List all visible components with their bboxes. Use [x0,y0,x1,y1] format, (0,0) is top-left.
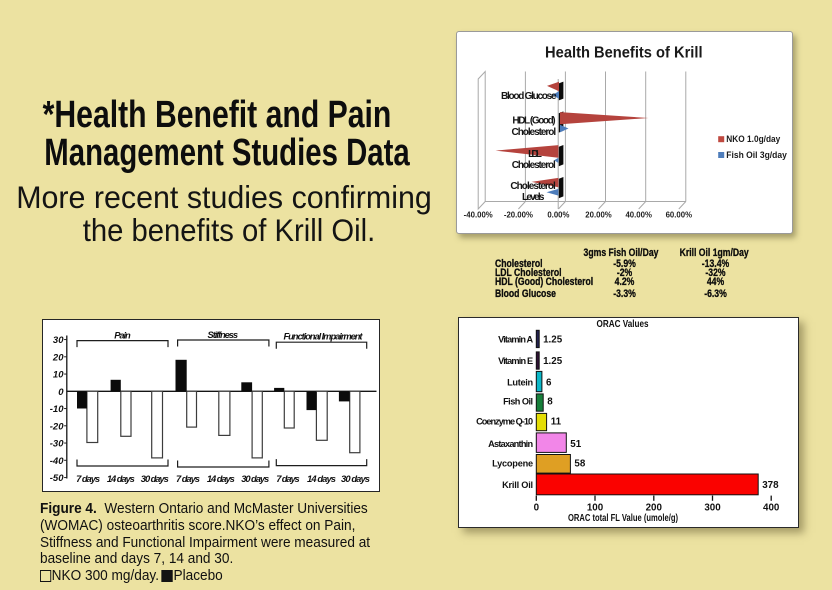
svg-text:6: 6 [546,378,552,389]
svg-text:20: 20 [52,352,64,363]
svg-text:-20: -20 [50,421,64,432]
svg-text:300: 300 [704,503,721,514]
svg-text:100: 100 [587,503,604,514]
svg-text:-10: -10 [50,404,64,415]
svg-text:Stiffness: Stiffness [208,329,239,340]
svg-text:30 days: 30 days [341,473,370,484]
svg-text:Lycopene: Lycopene [492,459,533,469]
svg-text:Blood Glucose: Blood Glucose [501,91,557,102]
svg-text:8: 8 [547,397,553,408]
svg-text:LDL: LDL [528,149,542,160]
svg-text:30 days: 30 days [141,473,169,484]
svg-text:10: 10 [53,370,64,381]
svg-text:1.25: 1.25 [543,334,563,345]
svg-text:400: 400 [763,503,780,514]
svg-text:60.00%: 60.00% [666,211,693,220]
svg-text:200: 200 [646,503,663,514]
svg-text:11: 11 [551,417,562,428]
svg-text:NKO 1.0g/day: NKO 1.0g/day [726,134,780,144]
svg-text:30: 30 [53,335,64,346]
svg-text:Cholesterol: Cholesterol [512,127,557,138]
svg-text:Vitamin A: Vitamin A [498,334,533,344]
svg-text:Pain: Pain [114,330,131,341]
svg-text:Cholesterol: Cholesterol [510,181,556,192]
svg-text:58: 58 [574,459,585,470]
svg-text:0: 0 [534,503,540,514]
svg-text:ORAC Values: ORAC Values [597,318,649,330]
svg-text:-30: -30 [50,439,64,450]
svg-text:14 days: 14 days [107,473,135,484]
svg-text:Functional Impairment: Functional Impairment [284,331,364,342]
svg-text:7 days: 7 days [276,473,300,484]
svg-text:14 days: 14 days [207,473,235,484]
svg-text:0: 0 [58,387,64,398]
svg-text:1.25: 1.25 [543,356,563,367]
svg-text:Krill Oil: Krill Oil [502,480,533,490]
svg-text:-20.00%: -20.00% [504,211,533,220]
svg-text:Fish Oil: Fish Oil [503,397,533,407]
svg-text:-50: -50 [50,473,64,484]
svg-text:Astaxanthin: Astaxanthin [488,439,533,449]
svg-text:-40.00%: -40.00% [464,211,493,220]
svg-text:Cholesterol: Cholesterol [512,160,556,171]
svg-text:7 days: 7 days [176,473,200,484]
svg-text:ORAC total FL Value (umole/g): ORAC total FL Value (umole/g) [568,513,678,524]
svg-text:HDL (Good): HDL (Good) [512,115,555,126]
svg-text:30 days: 30 days [241,473,269,484]
svg-text:Lutein: Lutein [507,378,533,388]
svg-text:14 days: 14 days [307,473,336,484]
svg-text:7 days: 7 days [76,473,100,484]
svg-text:Vitamin E: Vitamin E [498,356,533,366]
svg-text:40.00%: 40.00% [625,211,652,220]
svg-text:20.00%: 20.00% [585,211,612,220]
svg-text:Health Benefits of Krill: Health Benefits of Krill [545,45,703,62]
svg-text:Levels: Levels [522,192,545,203]
svg-text:0.00%: 0.00% [547,211,569,220]
svg-text:-40: -40 [50,456,64,467]
svg-text:Coenzyme Q-10: Coenzyme Q-10 [476,417,533,427]
svg-text:51: 51 [570,439,581,450]
svg-text:Fish Oil 3g/day: Fish Oil 3g/day [726,150,787,160]
svg-text:378: 378 [762,480,779,491]
